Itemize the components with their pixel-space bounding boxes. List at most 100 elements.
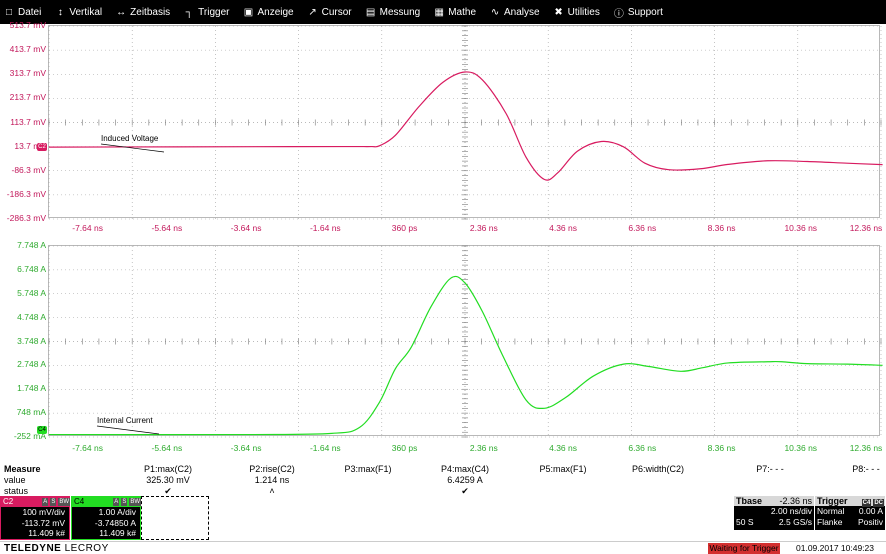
menu-utilities[interactable]: ✖ Utilities [554,6,600,18]
c4-trace-label: Internal Current [97,416,153,425]
menu-cursor[interactable]: ↗ Cursor [308,6,352,18]
menu-zeitbasis[interactable]: ↔ Zeitbasis [116,7,170,18]
date-time: 01.09.2017 10:49:23 [796,543,874,553]
menu-messung[interactable]: ▤ Messung [365,6,420,18]
x-tick-label: 8.36 ns [707,223,736,233]
x-tick-label: 10.36 ns [784,223,818,233]
x-tick-label: -3.64 ns [230,223,262,233]
measure-param-name: P3:max(F1) [344,464,392,474]
empty-channel-slot[interactable] [141,496,209,540]
y-tick-label: 113.7 mV [10,116,46,127]
trace-label-leader [100,143,165,153]
c2-bwl-button[interactable]: BW [58,498,70,506]
menu-analyse[interactable]: ∿ Analyse [490,7,540,18]
x-tick-label: -5.64 ns [151,443,183,453]
x-tick-label: 2.36 ns [469,443,498,453]
cursor-icon: ↗ [308,6,317,18]
x-tick-label: 6.36 ns [628,223,657,233]
x-tick-label: 12.36 ns [849,443,883,453]
measure-param-name: P4:max(C4) [440,464,489,474]
x-tick-label: -5.64 ns [151,223,183,233]
y-tick-label: 7.748 A [17,240,46,250]
measure-param-status: ˄ [269,486,275,496]
analysis-icon: ∿ [490,6,500,18]
c4-sinx-button[interactable]: S [121,498,128,506]
timebase-samples: 50 S [736,517,754,527]
y-tick-label: 313.7 mV [9,68,46,79]
c4-average-button[interactable]: A [113,498,120,506]
menu-label: Trigger [198,6,230,18]
menu-label: Utilities [567,6,600,18]
y-tick-label: 2.748 A [17,359,46,370]
y-tick-label: 3.748 A [17,335,46,346]
c4-offset-marker[interactable]: C4 [37,426,47,434]
menu-label: Cursor [321,6,352,18]
c4-channel-name: C4 [74,496,85,506]
trace-label-leader [96,425,160,435]
menu-datei[interactable]: □ Datei [4,7,41,18]
measure-param-name: P6:width(C2) [631,464,685,474]
trigger-type: Flanke [817,517,843,527]
c2-grid[interactable]: Induced Voltage [48,25,883,220]
trigger-level: 0.00 A [858,506,883,516]
c4-offset: -3.74850 A [94,517,136,528]
trigger-box[interactable]: Trigger C4 DC Normal 0.00 A Flanke Positiv [815,496,885,530]
c4-grid[interactable]: Internal Current [48,245,883,438]
menu-mathe[interactable]: ▦ Mathe [434,7,476,18]
menu-bar: □ Datei ↕ Vertikal ↔ Zeitbasis ┐ Trigger ▣ Anzeig… [0,0,886,24]
acquisition-status: Waiting for Trigger [708,543,780,554]
x-tick-label: 4.36 ns [549,443,577,453]
y-tick-label: -186.3 mV [6,188,46,199]
math-icon: ▦ [434,6,444,18]
menu-support[interactable]: ⓘ Support [614,5,663,20]
measure-param-status: ✔ [164,486,172,496]
measure-icon: ▤ [365,6,376,18]
brand-logo: TELEDYNE LECROY [4,543,109,554]
y-tick-label: 6.748 A [17,263,46,274]
c2-plot [48,25,883,220]
c4-channel-box[interactable]: C4 A S BW 1.00 A/div -3.74850 A 11.409 k# [71,496,141,540]
menu-trigger[interactable]: ┐ Trigger [184,6,230,18]
menu-label: Anzeige [257,6,294,18]
measure-param-name: P5:max(F1) [539,464,587,474]
trigger-channel: C4 [861,499,872,507]
measure-header: Measure [4,464,41,474]
trace-c4 [48,275,883,436]
trace-c2 [48,71,883,181]
timebase-delay: -2.36 ns [779,496,812,506]
x-tick-label: 6.36 ns [628,443,657,453]
x-tick-label: 2.36 ns [469,223,498,233]
menu-label: Datei [18,6,42,18]
x-tick-label: -3.64 ns [230,443,262,453]
y-tick-label: 5.748 A [17,287,46,298]
x-tick-label: 360 ps [391,223,418,233]
timebase-box[interactable]: Tbase -2.36 ns 2.00 ns/div 50 S 2.5 GS/s [734,496,814,530]
trigger-icon: ┐ [185,6,193,18]
measure-table[interactable]: Measure P1:max(C2) P2:rise(C2) P3:max(F1) P… [0,462,886,496]
measure-param-value: 325.30 mV [146,475,190,485]
y-tick-label: 1.748 A [17,383,46,394]
timebase-title: Tbase [736,496,763,506]
menu-label: Mathe [448,6,477,18]
y-tick-label: -252 mA [13,431,46,441]
menu-label: Vertikal [69,6,103,18]
timebase-tdiv: 2.00 ns/div [770,506,812,516]
trigger-coupling: DC [873,499,884,507]
trigger-slope: Positiv [857,517,883,527]
menu-anzeige[interactable]: ▣ Anzeige [243,6,294,18]
y-tick-label: 413.7 mV [9,44,46,55]
y-tick-label: 213.7 mV [9,92,46,103]
menu-vertikal[interactable]: ↕ Vertikal [55,7,102,18]
x-tick-label: 10.36 ns [784,443,818,453]
c2-sinx-button[interactable]: S [50,498,57,506]
tools-icon: ✖ [554,6,563,18]
measure-param-name: P2:rise(C2) [249,464,295,474]
brand-rest: LECROY [61,543,109,554]
y-tick-label: 513.7 mV [9,20,46,30]
status-bar: TELEDYNE LECROY Waiting for Trigger 01.0… [0,541,886,554]
c4-bwl-button[interactable]: BW [129,498,141,506]
c2-offset-marker[interactable]: C2 [37,143,47,151]
c2-channel-box[interactable]: C2 A S BW 100 mV/div -113.72 mV 11.409 k# [0,496,70,540]
c2-average-button[interactable]: A [42,498,49,506]
horizontal-arrows-icon: ↔ [116,6,127,18]
